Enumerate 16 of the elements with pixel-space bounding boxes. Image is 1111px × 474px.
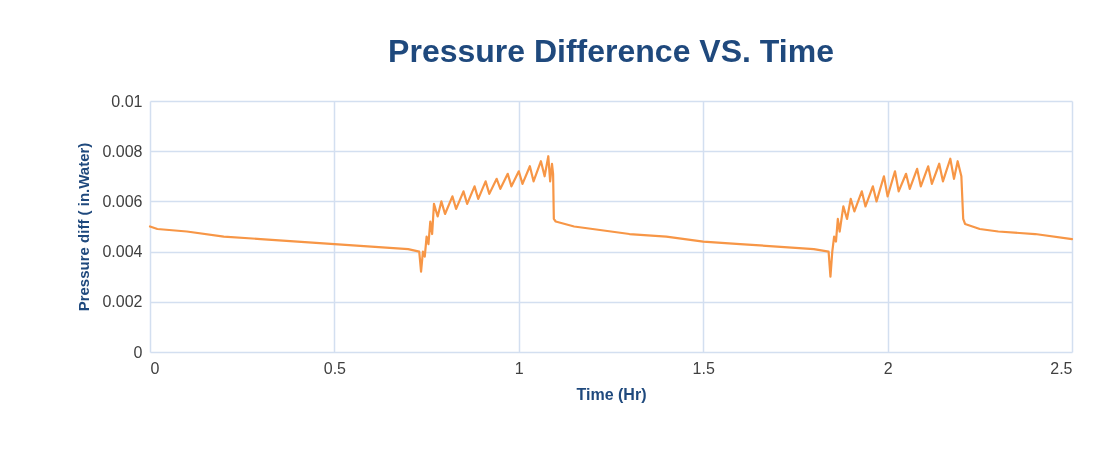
line-series xyxy=(148,155,1074,278)
y-tick-label: 0.004 xyxy=(102,243,143,261)
y-tick-label: 0 xyxy=(133,343,143,361)
y-axis-title: Pressure diff ( in.Water) xyxy=(75,142,93,312)
x-tick-label: 2.5 xyxy=(1050,359,1073,377)
chart-title: Pressure Difference VS. Time xyxy=(388,33,834,69)
x-tick-label: 1.5 xyxy=(692,359,715,377)
y-tick-label: 0.01 xyxy=(111,92,143,110)
x-axis-title: Time (Hr) xyxy=(576,385,647,403)
x-tick-label: 1 xyxy=(514,359,524,377)
x-tick-label: 2 xyxy=(883,359,893,377)
x-tick-label: 0 xyxy=(150,359,160,377)
y-tick-label: 0.008 xyxy=(102,142,143,160)
x-tick-label: 0.5 xyxy=(323,359,347,377)
y-tick-label: 0.002 xyxy=(102,293,143,311)
y-tick-label: 0.006 xyxy=(102,192,143,210)
